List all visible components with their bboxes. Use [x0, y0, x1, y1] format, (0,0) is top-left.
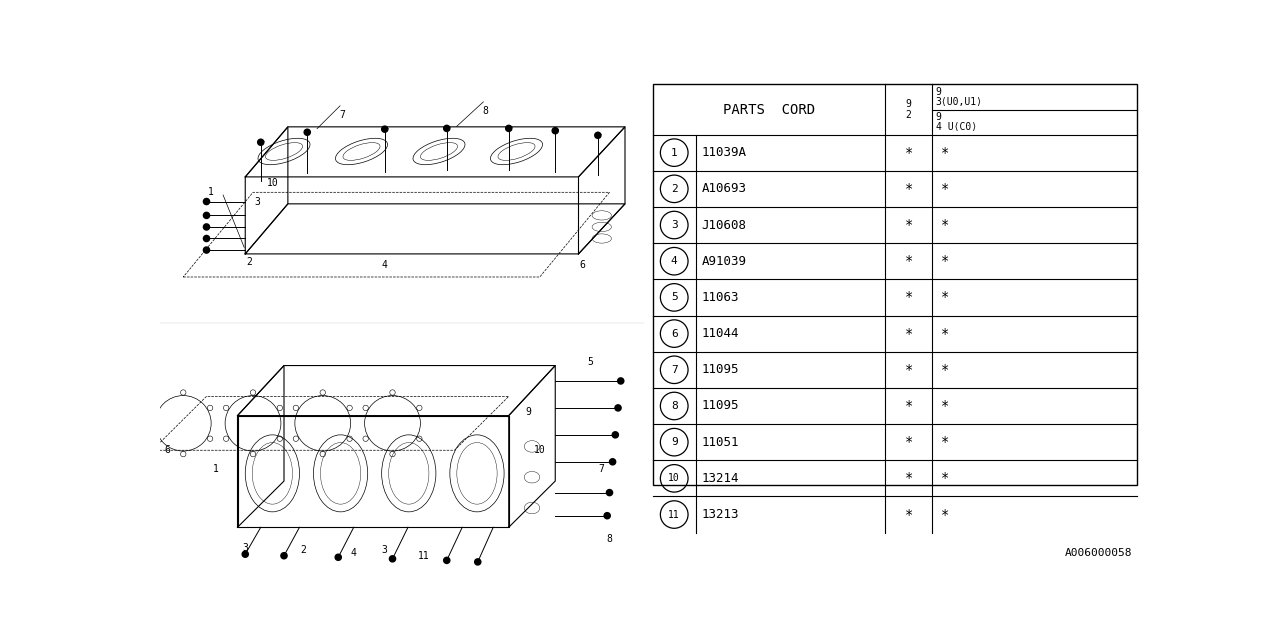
- Text: 9
3⟨U0,U1⟩: 9 3⟨U0,U1⟩: [936, 86, 983, 108]
- Text: 13213: 13213: [701, 508, 740, 521]
- Text: *: *: [905, 146, 913, 159]
- Text: 3: 3: [253, 196, 260, 207]
- Text: J10608: J10608: [701, 218, 746, 232]
- Circle shape: [444, 557, 449, 563]
- Text: A91039: A91039: [701, 255, 746, 268]
- Text: 9
4 U⟨C0⟩: 9 4 U⟨C0⟩: [936, 111, 977, 132]
- Text: 5: 5: [588, 356, 593, 367]
- Circle shape: [612, 432, 618, 438]
- Circle shape: [280, 553, 287, 559]
- Text: *: *: [905, 326, 913, 340]
- Text: *: *: [905, 435, 913, 449]
- Text: *: *: [941, 146, 950, 159]
- Text: *: *: [905, 254, 913, 268]
- Text: 2: 2: [246, 257, 252, 267]
- Text: *: *: [941, 291, 950, 305]
- Text: *: *: [941, 363, 950, 377]
- Circle shape: [257, 139, 264, 145]
- Text: *: *: [941, 218, 950, 232]
- Text: 7: 7: [599, 465, 604, 474]
- Text: A006000058: A006000058: [1065, 548, 1133, 558]
- Circle shape: [604, 513, 611, 519]
- Text: 10: 10: [534, 445, 545, 455]
- Text: 3: 3: [242, 543, 248, 553]
- Text: 8: 8: [671, 401, 677, 411]
- Text: *: *: [941, 254, 950, 268]
- Circle shape: [381, 126, 388, 132]
- Circle shape: [618, 378, 623, 384]
- Circle shape: [204, 198, 210, 205]
- Text: 1: 1: [671, 148, 677, 157]
- Text: *: *: [905, 508, 913, 522]
- Text: 9: 9: [525, 407, 531, 417]
- Circle shape: [614, 405, 621, 411]
- Text: 11095: 11095: [701, 364, 740, 376]
- Text: *: *: [905, 182, 913, 196]
- Text: 7: 7: [671, 365, 677, 375]
- Text: A10693: A10693: [701, 182, 746, 195]
- Circle shape: [389, 556, 396, 562]
- Text: 11051: 11051: [701, 436, 740, 449]
- Text: 8: 8: [607, 534, 612, 544]
- Circle shape: [204, 212, 210, 218]
- Text: *: *: [905, 363, 913, 377]
- Text: 3: 3: [671, 220, 677, 230]
- Text: PARTS  CORD: PARTS CORD: [723, 102, 815, 116]
- Text: 11039A: 11039A: [701, 146, 746, 159]
- Text: 11063: 11063: [701, 291, 740, 304]
- Text: 10: 10: [668, 474, 680, 483]
- Circle shape: [335, 554, 342, 561]
- Circle shape: [204, 224, 210, 230]
- Text: 11044: 11044: [701, 327, 740, 340]
- Text: 10: 10: [266, 178, 278, 188]
- Text: *: *: [941, 471, 950, 485]
- Circle shape: [595, 132, 602, 138]
- Text: 11: 11: [668, 509, 680, 520]
- Text: 4: 4: [351, 548, 357, 557]
- Text: *: *: [905, 291, 913, 305]
- Text: 2: 2: [671, 184, 677, 194]
- Circle shape: [204, 236, 210, 241]
- Text: 2: 2: [301, 545, 306, 556]
- Text: *: *: [905, 399, 913, 413]
- Text: 9
2: 9 2: [906, 99, 911, 120]
- Text: 4: 4: [671, 256, 677, 266]
- Text: 11095: 11095: [701, 399, 740, 412]
- Text: 11: 11: [417, 551, 429, 561]
- Text: *: *: [941, 435, 950, 449]
- Text: *: *: [941, 326, 950, 340]
- Circle shape: [242, 551, 248, 557]
- Circle shape: [506, 125, 512, 131]
- Text: 3: 3: [381, 545, 388, 556]
- Text: 8: 8: [483, 106, 489, 116]
- Circle shape: [444, 125, 449, 131]
- Circle shape: [475, 559, 481, 565]
- Circle shape: [305, 129, 310, 135]
- Text: 7: 7: [339, 110, 346, 120]
- Circle shape: [204, 247, 210, 253]
- Text: 6: 6: [580, 260, 585, 271]
- Text: 6: 6: [671, 328, 677, 339]
- Text: 9: 9: [671, 437, 677, 447]
- Circle shape: [609, 459, 616, 465]
- Text: 13214: 13214: [701, 472, 740, 485]
- Text: *: *: [905, 218, 913, 232]
- Text: *: *: [905, 471, 913, 485]
- Bar: [653, 84, 1137, 485]
- Text: *: *: [941, 508, 950, 522]
- Text: 5: 5: [671, 292, 677, 303]
- Text: *: *: [941, 182, 950, 196]
- Text: 6: 6: [165, 445, 170, 455]
- Circle shape: [607, 490, 613, 495]
- Text: 4: 4: [381, 260, 388, 271]
- Text: *: *: [941, 399, 950, 413]
- Circle shape: [552, 127, 558, 134]
- Text: 1: 1: [207, 188, 214, 197]
- Text: 1: 1: [212, 465, 219, 474]
